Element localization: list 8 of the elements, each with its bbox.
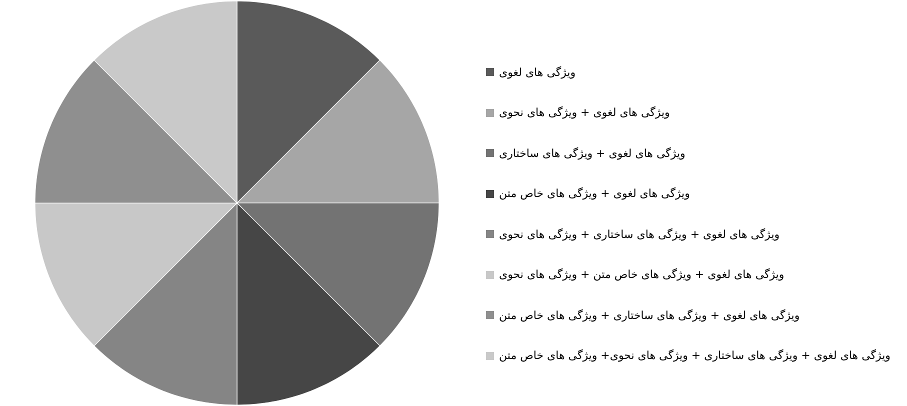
legend-label: ویژگی های لغوی [499, 66, 576, 79]
legend-label: ویژگی های لغوی + ویژگی های خاص متن [499, 187, 690, 200]
legend-label: ویژگی های لغوی + ویژگی های خاص متن + ویژگی های نحوی [499, 268, 784, 282]
legend-label: ویژگی های لغوی + ویژگی های ساختاری + ویژگی های خاص متن [499, 308, 800, 322]
legend-label: ویژگی های لغوی + ویژگی های نحوی [499, 106, 670, 120]
legend-label: ویژگی های لغوی + ویژگی های ساختاری [499, 146, 686, 160]
legend-label: ویژگی های لغوی + ویژگی های ساختاری + ویژگی های نحوی [499, 228, 780, 241]
legend-label: ویژگی های لغوی + ویژگی های ساختاری + ویژگی های نحوی+ ویژگی های خاص متن [499, 349, 890, 362]
